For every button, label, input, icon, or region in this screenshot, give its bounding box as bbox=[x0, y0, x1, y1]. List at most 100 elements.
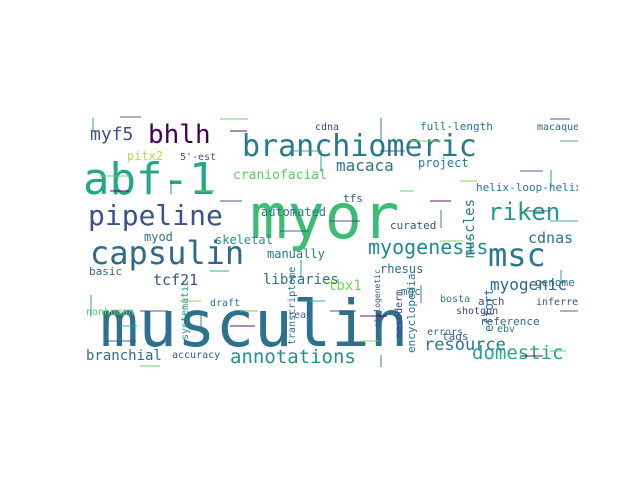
tiny-word bbox=[440, 240, 463, 242]
tiny-word bbox=[330, 310, 356, 312]
word-branchiomeric: branchiomeric bbox=[242, 129, 477, 164]
tiny-word bbox=[460, 180, 477, 182]
tiny-word bbox=[440, 210, 442, 228]
word-accuracy: accuracy bbox=[172, 350, 220, 361]
word-systematic: systematic bbox=[180, 280, 191, 340]
word-muscles: muscles bbox=[462, 199, 478, 258]
tiny-word bbox=[92, 118, 94, 132]
word-tcf21: tcf21 bbox=[153, 271, 198, 289]
tiny-word bbox=[330, 220, 360, 222]
tiny-word bbox=[180, 300, 201, 302]
tiny-word bbox=[200, 190, 215, 192]
word-musculin: musculin bbox=[100, 288, 408, 362]
tiny-word bbox=[140, 310, 168, 312]
tiny-word bbox=[560, 270, 562, 284]
word-myor: myor bbox=[250, 180, 399, 253]
tiny-word bbox=[140, 365, 160, 367]
word-read: read bbox=[288, 310, 312, 321]
tiny-word bbox=[410, 140, 441, 142]
tiny-word bbox=[230, 130, 247, 132]
word-bosta: bosta bbox=[440, 294, 470, 305]
word-macaque: macaque bbox=[537, 122, 578, 133]
tiny-word bbox=[110, 190, 129, 192]
tiny-word bbox=[520, 170, 543, 172]
word-effort: effort bbox=[482, 289, 496, 332]
word-genome: genome bbox=[535, 276, 575, 289]
word-myogenic: myogenic bbox=[490, 275, 567, 294]
tiny-word bbox=[210, 270, 229, 272]
word-transcriptome: transcriptome bbox=[287, 267, 298, 345]
word-5-est: 5'-est bbox=[180, 152, 216, 163]
word-tags: tags bbox=[442, 330, 469, 343]
tiny-word bbox=[520, 355, 543, 357]
tiny-word bbox=[320, 150, 322, 172]
tiny-word bbox=[550, 118, 570, 120]
word-shotgun: shotgun bbox=[456, 306, 498, 317]
tiny-word bbox=[400, 190, 414, 192]
word-bhlh: bhlh bbox=[148, 120, 211, 150]
tiny-words bbox=[90, 116, 578, 367]
tiny-word bbox=[380, 355, 382, 367]
tiny-word bbox=[550, 220, 578, 222]
word-msc: msc bbox=[488, 236, 546, 274]
tiny-word bbox=[550, 170, 552, 188]
word-helix-loop-helix: helix-loop-helix bbox=[476, 181, 578, 194]
word-errors: errors bbox=[427, 327, 463, 338]
tiny-word bbox=[100, 175, 130, 177]
tiny-word bbox=[230, 325, 255, 327]
tiny-word bbox=[220, 200, 242, 202]
word-myod: myod bbox=[144, 230, 173, 244]
word-pipeline: pipeline bbox=[88, 199, 223, 232]
tiny-word bbox=[280, 230, 309, 232]
word-resource: resource bbox=[424, 335, 506, 355]
tiny-word bbox=[310, 300, 325, 302]
word-cloud: musculin myor abf-1 branchiomeric capsulin ms… bbox=[80, 110, 578, 367]
word-skeletal: skeletal bbox=[215, 233, 273, 247]
word-craniofacial: craniofacial bbox=[233, 168, 327, 183]
tiny-word bbox=[430, 200, 451, 202]
word-pitx2: pitx2 bbox=[127, 149, 163, 163]
word-nonhuman: nonhuman bbox=[86, 307, 134, 318]
word-inferred: inferred bbox=[536, 297, 578, 308]
word-ebv: ebv bbox=[497, 324, 515, 335]
tiny-word bbox=[420, 285, 422, 303]
word-myogenesis: myogenesis bbox=[368, 235, 488, 259]
word-capsulin: capsulin bbox=[90, 234, 244, 272]
tiny-word bbox=[550, 350, 566, 352]
word-mesoderm: mesoderm bbox=[394, 290, 405, 338]
word-macaca: macaca bbox=[336, 156, 394, 175]
word-tbx1: tbx1 bbox=[328, 278, 362, 294]
word-draft: draft bbox=[210, 298, 240, 309]
word-basic: basic bbox=[89, 265, 122, 278]
word-branchial: branchial bbox=[86, 348, 162, 364]
word-full-length: full-length bbox=[420, 120, 493, 133]
tiny-word bbox=[220, 118, 248, 120]
word-manually: manually bbox=[267, 247, 325, 261]
word-libraries: libraries bbox=[263, 272, 339, 288]
word-rhesus: rhesus bbox=[380, 262, 423, 276]
word-mgc: mgc bbox=[401, 285, 421, 298]
tiny-word bbox=[290, 150, 319, 152]
word-cdna: cdna bbox=[315, 122, 339, 133]
word-project: project bbox=[418, 156, 469, 170]
tiny-word bbox=[380, 118, 382, 140]
tiny-word bbox=[525, 210, 549, 212]
tiny-word bbox=[120, 325, 137, 327]
word-arch: arch bbox=[478, 295, 505, 308]
word-automated: automated bbox=[261, 205, 326, 219]
tiny-word bbox=[200, 315, 202, 329]
word-tfs: tfs bbox=[343, 192, 363, 205]
word-reference: reference bbox=[480, 315, 540, 328]
word-cdnas: cdnas bbox=[528, 229, 573, 247]
tiny-word bbox=[105, 340, 136, 342]
tiny-word bbox=[240, 310, 258, 312]
tiny-word bbox=[560, 310, 578, 312]
word-myf5: myf5 bbox=[90, 124, 133, 145]
word-annotations: annotations bbox=[230, 346, 356, 367]
word-domestic: domestic bbox=[472, 342, 564, 364]
word-curated: curated bbox=[390, 219, 436, 232]
tiny-word bbox=[360, 315, 387, 317]
tiny-word bbox=[380, 150, 405, 152]
tiny-word bbox=[170, 180, 172, 194]
word-list: musculin myor abf-1 branchiomeric capsulin ms… bbox=[83, 120, 578, 367]
